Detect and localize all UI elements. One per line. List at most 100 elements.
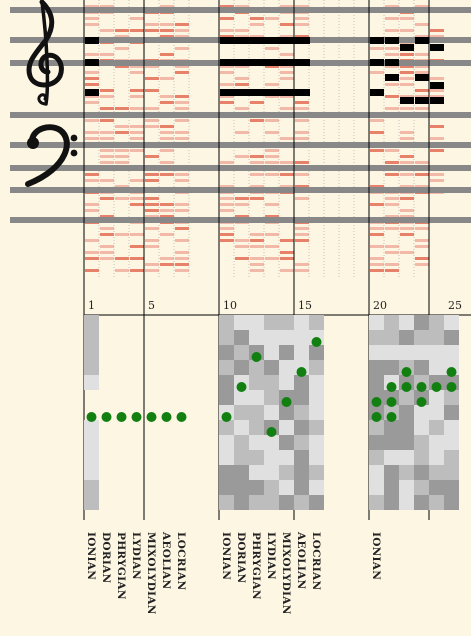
note	[220, 59, 235, 66]
heat-cell	[249, 390, 264, 405]
heat-cell	[414, 315, 429, 330]
roll-cell	[280, 161, 294, 164]
roll-cell	[115, 107, 129, 110]
heat-cell	[279, 450, 294, 465]
mode-dot	[101, 412, 112, 422]
roll-cell	[175, 251, 189, 254]
roll-cell	[115, 35, 129, 38]
heat-cell	[309, 375, 324, 390]
roll-cell	[415, 107, 429, 110]
roll-cell	[115, 155, 129, 158]
heat-cell	[294, 435, 309, 450]
roll-cell	[385, 203, 399, 206]
roll-cell	[235, 29, 249, 32]
heat-cell	[414, 450, 429, 465]
roll-cell	[85, 203, 99, 206]
roll-cell	[400, 233, 414, 236]
roll-cell	[280, 23, 294, 26]
mode-label: LOCRIAN	[310, 532, 322, 632]
roll-cell	[160, 95, 174, 98]
roll-cell	[100, 179, 114, 182]
heat-cell	[279, 315, 294, 330]
roll-cell	[175, 257, 189, 260]
roll-cell	[415, 5, 429, 8]
heat-cell	[219, 480, 234, 495]
roll-cell	[280, 71, 294, 74]
roll-cell	[265, 83, 279, 86]
roll-cell	[100, 5, 114, 8]
roll-cell	[295, 233, 309, 236]
heat-cell	[249, 435, 264, 450]
roll-cell	[235, 35, 249, 38]
roll-cell	[100, 227, 114, 230]
mode-label-text: PHRYGIAN	[250, 532, 262, 600]
roll-cell	[400, 107, 414, 110]
heat-cell	[264, 450, 279, 465]
roll-cell	[385, 161, 399, 164]
heat-cell	[219, 435, 234, 450]
roll-cell	[145, 173, 159, 176]
roll-cell	[220, 101, 234, 104]
roll-cell	[160, 149, 174, 152]
mode-label: LOCRIAN	[175, 532, 187, 632]
heat-cell	[279, 345, 294, 360]
roll-cell	[280, 173, 294, 176]
heat-cell	[399, 495, 414, 510]
roll-cell	[280, 239, 294, 242]
heat-cell	[84, 345, 99, 360]
note	[280, 59, 295, 66]
mode-dot	[281, 397, 292, 407]
heat-cell	[279, 330, 294, 345]
roll-cell	[160, 173, 174, 176]
heat-cell	[249, 420, 264, 435]
heat-cell	[384, 420, 399, 435]
heat-cell	[294, 495, 309, 510]
roll-cell	[385, 5, 399, 8]
roll-cell	[160, 35, 174, 38]
roll-cell	[400, 65, 414, 68]
heat-cell	[219, 390, 234, 405]
roll-cell	[145, 263, 159, 266]
note	[430, 82, 444, 89]
roll-cell	[415, 161, 429, 164]
heat-cell	[384, 495, 399, 510]
roll-cell	[415, 95, 429, 98]
roll-cell	[280, 269, 294, 272]
roll-cell	[175, 29, 189, 32]
roll-cell	[175, 263, 189, 266]
note	[235, 89, 250, 96]
roll-cell	[415, 185, 429, 188]
note	[430, 97, 444, 104]
note	[220, 89, 235, 96]
roll-cell	[280, 53, 294, 56]
heat-cell	[309, 435, 324, 450]
roll-cell	[400, 161, 414, 164]
heat-cell	[384, 315, 399, 330]
roll-cell	[385, 17, 399, 20]
roll-cell	[400, 29, 414, 32]
roll-cell	[220, 197, 234, 200]
mode-label: DORIAN	[100, 532, 112, 632]
mode-dot	[416, 382, 427, 392]
roll-cell	[385, 95, 399, 98]
roll-cell	[430, 173, 444, 176]
heat-cell	[219, 450, 234, 465]
heat-cell	[444, 345, 459, 360]
roll-cell	[130, 107, 144, 110]
heat-cell	[414, 435, 429, 450]
roll-cell	[220, 161, 234, 164]
roll-cell	[145, 269, 159, 272]
roll-cell	[160, 77, 174, 80]
mode-dot	[416, 397, 427, 407]
heat-cell	[234, 450, 249, 465]
mode-dot	[266, 427, 277, 437]
heat-cell	[414, 405, 429, 420]
heat-cell	[399, 345, 414, 360]
heat-cell	[249, 315, 264, 330]
roll-cell	[85, 83, 99, 86]
heat-cell	[279, 360, 294, 375]
mode-dot	[431, 382, 442, 392]
roll-cell	[250, 161, 264, 164]
mode-label: IONIAN	[85, 532, 97, 632]
roll-cell	[160, 5, 174, 8]
